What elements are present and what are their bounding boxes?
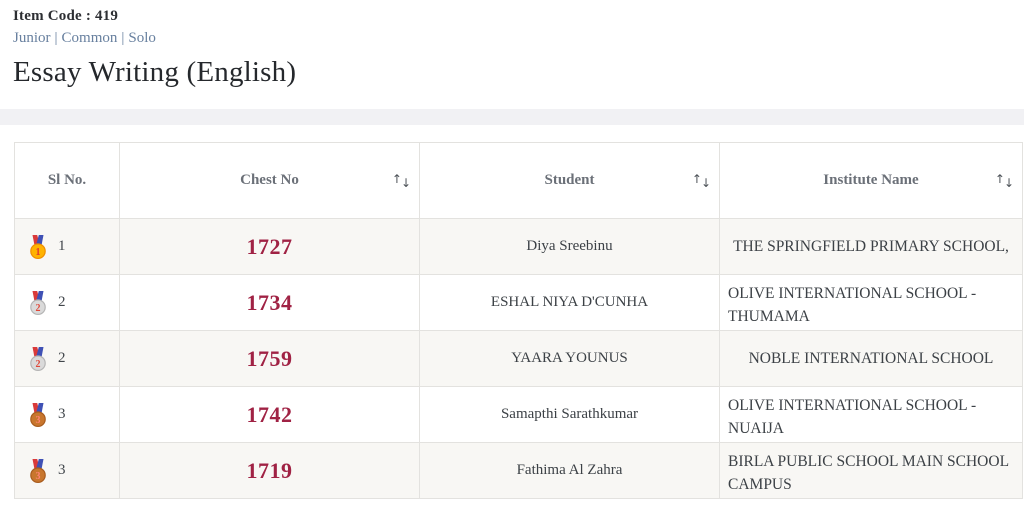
rank-label: 1 [58, 238, 66, 254]
table-header-row: Sl No. Chest No ↑↓ Student ↑↓ Institute … [14, 142, 1023, 219]
svg-text:3: 3 [36, 414, 41, 425]
category-separator: | [54, 30, 58, 46]
sl-no-cell: 2 2 [14, 274, 120, 331]
institute-name-cell: BIRLA PUBLIC SCHOOL MAIN SCHOOL CAMPUS [719, 442, 1023, 499]
chest-no: 1759 [119, 330, 420, 387]
table-row: 3 3 1742 Samapthi Sarathkumar OLIVE INTE… [14, 386, 1023, 443]
header-cell-student[interactable]: Student ↑↓ [419, 142, 720, 219]
sort-icon: ↑↓ [994, 171, 1014, 190]
student-name: Samapthi Sarathkumar [419, 386, 720, 443]
bronze-medal-icon: 3 [30, 458, 46, 483]
svg-text:2: 2 [36, 302, 41, 313]
sl-no-cell: 2 2 [14, 330, 120, 387]
sl-no-cell: 1 1 [14, 218, 120, 275]
institute-name: OLIVE INTERNATIONAL SCHOOL - NUAIJA [728, 396, 977, 436]
header-label-student: Student [544, 172, 595, 188]
student-name: Fathima Al Zahra [419, 442, 720, 499]
header-cell-sl-no: Sl No. [14, 142, 120, 219]
institute-name: NOBLE INTERNATIONAL SCHOOL [748, 350, 994, 367]
category-tag-junior: Junior [13, 30, 51, 46]
institute-name-cell: OLIVE INTERNATIONAL SCHOOL - THUMAMA [719, 274, 1023, 331]
svg-text:2: 2 [36, 358, 41, 369]
sl-no-cell: 3 3 [14, 386, 120, 443]
item-code-label: Item Code : 419 [13, 8, 119, 24]
results-table-container: Sl No. Chest No ↑↓ Student ↑↓ Institute … [14, 142, 1023, 499]
svg-text:3: 3 [36, 470, 41, 481]
institute-name: THE SPRINGFIELD PRIMARY SCHOOL, [733, 238, 1009, 255]
header-label-sl-no: Sl No. [47, 172, 87, 188]
gold-medal-icon: 1 [30, 234, 46, 259]
student-name: YAARA YOUNUS [419, 330, 720, 387]
chest-no: 1742 [119, 386, 420, 443]
sort-icon: ↑↓ [391, 171, 411, 190]
institute-name: OLIVE INTERNATIONAL SCHOOL - THUMAMA [728, 284, 977, 324]
page-header: Item Code : 419 Junior | Common | Solo Essay… [0, 0, 1024, 89]
institute-name-cell: THE SPRINGFIELD PRIMARY SCHOOL, [719, 218, 1023, 275]
sl-no-cell: 3 3 [14, 442, 120, 499]
category-tags: Junior | Common | Solo [13, 30, 1010, 47]
student-name: Diya Sreebinu [419, 218, 720, 275]
rank-label: 3 [58, 462, 66, 478]
table-row: 2 2 1759 YAARA YOUNUS NOBLE INTERNATIONA… [14, 330, 1023, 387]
header-label-chest-no: Chest No [240, 172, 299, 188]
category-tag-common: Common [61, 30, 118, 46]
institute-name: BIRLA PUBLIC SCHOOL MAIN SCHOOL CAMPUS [728, 452, 1009, 492]
category-tag-solo: Solo [128, 30, 156, 46]
header-label-institute-name: Institute Name [823, 172, 919, 188]
rank-label: 2 [58, 294, 66, 310]
header-cell-chest-no[interactable]: Chest No ↑↓ [119, 142, 420, 219]
rank-label: 2 [58, 350, 66, 366]
rank-label: 3 [58, 406, 66, 422]
silver-medal-icon: 2 [30, 346, 46, 371]
sort-icon: ↑↓ [691, 171, 711, 190]
table-row: 1 1 1727 Diya Sreebinu THE SPRINGFIELD P… [14, 218, 1023, 275]
results-table: Sl No. Chest No ↑↓ Student ↑↓ Institute … [14, 142, 1023, 499]
institute-name-cell: OLIVE INTERNATIONAL SCHOOL - NUAIJA [719, 386, 1023, 443]
svg-text:1: 1 [36, 246, 41, 257]
bronze-medal-icon: 3 [30, 402, 46, 427]
category-separator: | [121, 30, 125, 46]
silver-medal-icon: 2 [30, 290, 46, 315]
institute-name-cell: NOBLE INTERNATIONAL SCHOOL [719, 330, 1023, 387]
student-name: ESHAL NIYA D'CUNHA [419, 274, 720, 331]
chest-no: 1734 [119, 274, 420, 331]
chest-no: 1727 [119, 218, 420, 275]
table-row: 3 3 1719 Fathima Al Zahra BIRLA PUBLIC S… [14, 442, 1023, 499]
table-row: 2 2 1734 ESHAL NIYA D'CUNHA OLIVE INTERN… [14, 274, 1023, 331]
section-divider-band [0, 109, 1024, 125]
chest-no: 1719 [119, 442, 420, 499]
header-cell-institute-name[interactable]: Institute Name ↑↓ [719, 142, 1023, 219]
page-title: Essay Writing (English) [13, 56, 297, 88]
